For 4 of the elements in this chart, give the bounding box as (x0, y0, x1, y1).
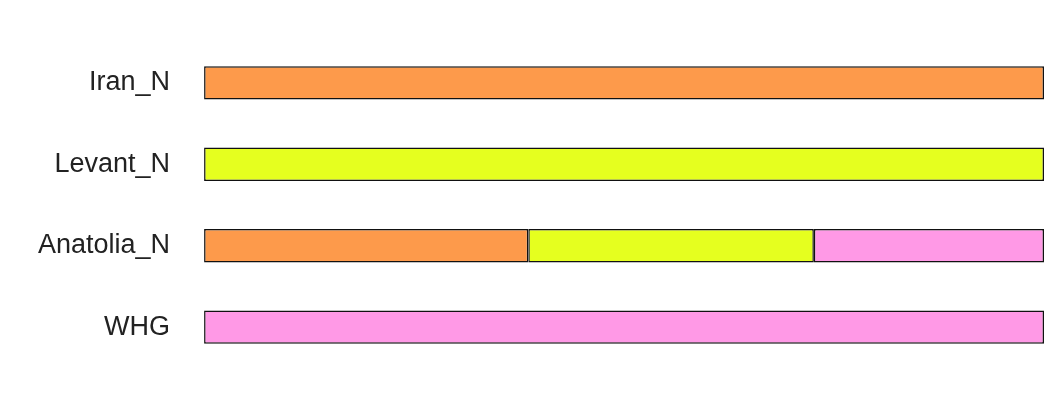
y-tick-label: Levant_N (54, 147, 171, 178)
y-tick-label: WHG (104, 310, 171, 341)
y-tick-label: Iran_N (89, 66, 171, 97)
y-tick-label: Anatolia_N (37, 229, 171, 260)
